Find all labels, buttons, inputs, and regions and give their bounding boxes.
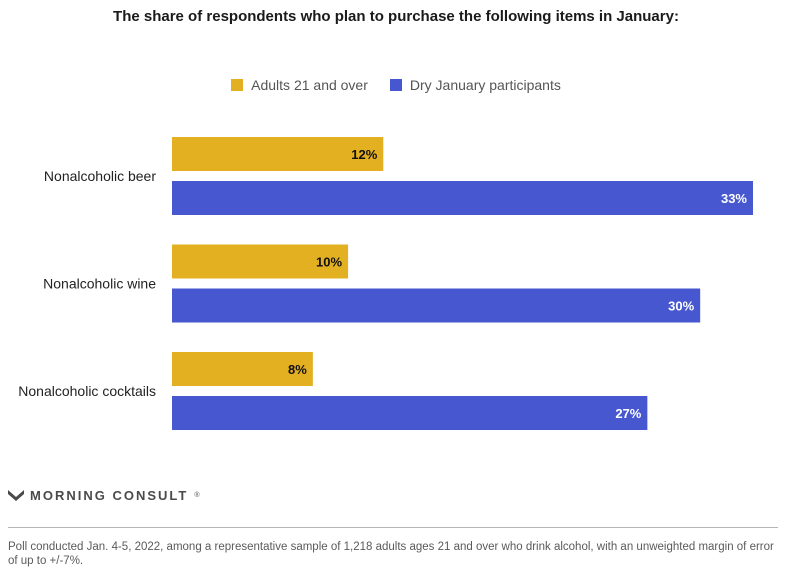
category-label-nonalcoholic-wine: Nonalcoholic wine: [43, 276, 156, 292]
footer-divider: [8, 527, 778, 528]
data-label-adults-21-and-over-nonalcoholic-beer: 12%: [351, 147, 377, 162]
bar-dry-january-participants-nonalcoholic-cocktails: [172, 396, 648, 430]
bar-adults-21-and-over-nonalcoholic-wine: [172, 244, 349, 279]
legend-item-dry-january: Dry January participants: [389, 77, 561, 93]
data-label-dry-january-participants-nonalcoholic-beer: 33%: [721, 191, 747, 206]
bar-dry-january-participants-nonalcoholic-beer: [172, 181, 753, 215]
chart-legend: Adults 21 and over Dry January participa…: [0, 77, 792, 93]
morning-consult-mark-icon: [8, 489, 24, 501]
data-label-adults-21-and-over-nonalcoholic-cocktails: 8%: [288, 362, 307, 377]
data-label-dry-january-participants-nonalcoholic-wine: 30%: [668, 299, 694, 314]
bar-adults-21-and-over-nonalcoholic-beer: [172, 137, 384, 171]
morning-consult-logo: MORNING CONSULT ®: [8, 488, 199, 503]
category-label-nonalcoholic-cocktails: Nonalcoholic cocktails: [18, 383, 156, 399]
bar-chart: Nonalcoholic beer 12% 33% Nonalcoholic wine…: [18, 137, 753, 430]
brand-name: MORNING CONSULT: [30, 488, 189, 503]
legend-label-adults: Adults 21 and over: [251, 77, 368, 93]
footnote: Poll conducted Jan. 4-5, 2022, among a r…: [8, 541, 774, 567]
legend-label-dry-january: Dry January participants: [409, 77, 561, 93]
bar-adults-21-and-over-nonalcoholic-cocktails: [172, 352, 313, 386]
legend-swatch-dry-january: [389, 79, 402, 91]
legend-item-adults: Adults 21 and over: [231, 77, 368, 93]
data-label-adults-21-and-over-nonalcoholic-wine: 10%: [316, 255, 342, 270]
data-label-dry-january-participants-nonalcoholic-cocktails: 27%: [615, 406, 641, 421]
brand-trademark: ®: [194, 492, 200, 499]
category-label-nonalcoholic-beer: Nonalcoholic beer: [44, 168, 156, 184]
legend-swatch-adults: [231, 79, 244, 91]
bar-dry-january-participants-nonalcoholic-wine: [172, 288, 701, 323]
chart-title: The share of respondents who plan to pur…: [113, 8, 679, 25]
